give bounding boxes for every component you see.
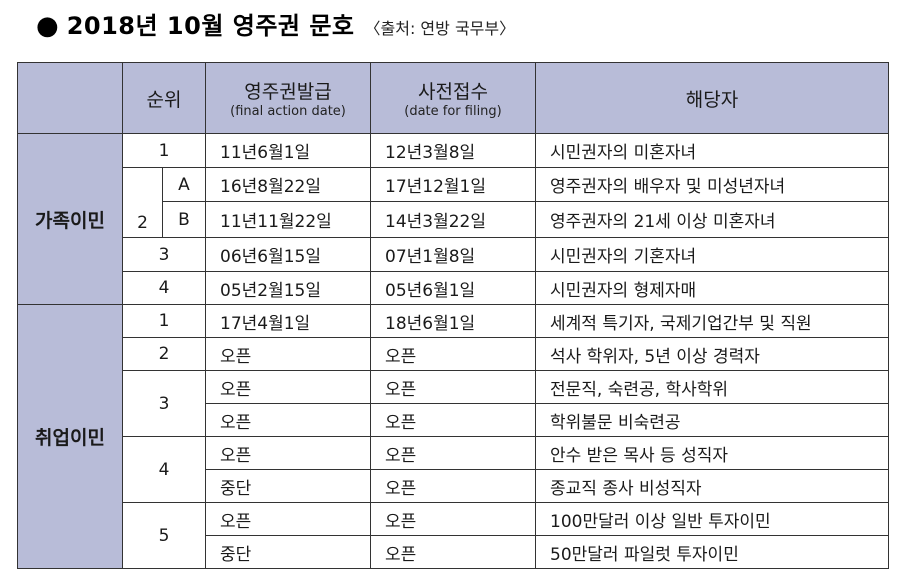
header-final-action: 영주권발급 (final action date) (205, 62, 371, 134)
final-date-cell: 오픈 (205, 337, 371, 371)
rank-cell: 1 (122, 304, 206, 338)
rank-cell: 3 (122, 370, 206, 437)
table-row: 3 06년6월15일 07년1월8일 시민권자의 기혼자녀 (18, 237, 889, 272)
final-date-cell: 16년8월22일 (205, 167, 371, 202)
table-row: 2 오픈 오픈 석사 학위자, 5년 이상 경력자 (18, 337, 889, 371)
final-date-cell: 05년2월15일 (205, 271, 371, 305)
visa-bulletin-table: 순위 영주권발급 (final action date) 사전접수 (date … (17, 62, 889, 569)
applicant-cell: 시민권자의 기혼자녀 (535, 237, 889, 272)
applicant-cell: 영주권자의 배우자 및 미성년자녀 (535, 167, 889, 202)
rank-cell: 4 (122, 436, 206, 503)
header-applicant: 해당자 (535, 62, 889, 134)
applicant-cell: 시민권자의 형제자매 (535, 271, 889, 305)
filing-date-cell: 05년6월1일 (370, 271, 536, 305)
applicant-cell: 안수 받은 목사 등 성직자 (535, 436, 889, 470)
applicant-cell: 전문직, 숙련공, 학사학위 (535, 370, 889, 404)
filing-date-cell: 오픈 (370, 436, 536, 470)
header-category (17, 62, 123, 134)
bullet-icon: ● (36, 11, 59, 41)
filing-date-cell: 오픈 (370, 535, 536, 569)
applicant-cell: 50만달러 파일럿 투자이민 (535, 535, 889, 569)
filing-date-cell: 18년6월1일 (370, 304, 536, 338)
final-date-cell: 오픈 (205, 502, 371, 536)
filing-date-cell: 17년12월1일 (370, 167, 536, 202)
table-row: 3 오픈 오픈 전문직, 숙련공, 학사학위 (18, 370, 889, 437)
rank-cell: 5 (122, 502, 206, 569)
rank-cell: 4 (122, 271, 206, 305)
filing-date-cell: 오픈 (370, 469, 536, 503)
page-title: ● 2018년 10월 영주권 문호 〈출처: 연방 국무부〉 (36, 6, 515, 46)
rank-cell: 1 (122, 133, 206, 168)
final-date-cell: 11년6월1일 (205, 133, 371, 168)
title-text: 2018년 10월 영주권 문호 (66, 12, 355, 40)
final-date-cell: 17년4월1일 (205, 304, 371, 338)
filing-date-cell: 오픈 (370, 337, 536, 371)
table-row: 오픈 오픈 학위불문 비숙련공 (18, 403, 889, 437)
table-row: 4 오픈 오픈 안수 받은 목사 등 성직자 (18, 436, 889, 503)
final-date-cell: 중단 (205, 535, 371, 569)
final-date-cell: 11년11월22일 (205, 201, 371, 238)
final-date-cell: 중단 (205, 469, 371, 503)
category-family: 가족이민 (17, 133, 123, 305)
table-row: 취업이민 1 17년4월1일 18년6월1일 세계적 특기자, 국제기업간부 및… (17, 304, 889, 569)
applicant-cell: 100만달러 이상 일반 투자이민 (535, 502, 889, 536)
final-date-cell: 06년6월15일 (205, 237, 371, 272)
rank-cell: 2 (122, 337, 206, 371)
final-date-cell: 오픈 (205, 436, 371, 470)
filing-date-cell: 오픈 (370, 403, 536, 437)
applicant-cell: 학위불문 비숙련공 (535, 403, 889, 437)
filing-date-cell: 오픈 (370, 502, 536, 536)
final-date-cell: 오픈 (205, 403, 371, 437)
applicant-cell: 석사 학위자, 5년 이상 경력자 (535, 337, 889, 371)
subrank-cell: B (162, 201, 206, 238)
applicant-cell: 시민권자의 미혼자녀 (535, 133, 889, 168)
table-row: 가족이민 1 11년6월1일 12년3월8일 시민권자의 미혼자녀 (17, 133, 889, 305)
applicant-cell: 세계적 특기자, 국제기업간부 및 직원 (535, 304, 889, 338)
table-row: 중단 오픈 종교직 종사 비성직자 (18, 469, 889, 503)
table-row: 중단 오픈 50만달러 파일럿 투자이민 (18, 535, 889, 569)
filing-date-cell: 12년3월8일 (370, 133, 536, 168)
table-header-row: 순위 영주권발급 (final action date) 사전접수 (date … (17, 62, 889, 134)
rank-cell: 3 (122, 237, 206, 272)
filing-date-cell: 오픈 (370, 370, 536, 404)
applicant-cell: 영주권자의 21세 이상 미혼자녀 (535, 201, 889, 238)
applicant-cell: 종교직 종사 비성직자 (535, 469, 889, 503)
table-row: 2 A 16년8월22일 17년12월1일 영주권자의 배우자 및 미성년자녀 (18, 167, 889, 238)
filing-date-cell: 14년3월22일 (370, 201, 536, 238)
filing-date-cell: 07년1월8일 (370, 237, 536, 272)
final-date-cell: 오픈 (205, 370, 371, 404)
category-employment: 취업이민 (17, 304, 123, 569)
header-rank: 순위 (122, 62, 206, 134)
source-note: 〈출처: 연방 국무부〉 (364, 19, 516, 38)
header-filing: 사전접수 (date for filing) (370, 62, 536, 134)
rank-group-cell: 2 (122, 167, 163, 238)
subrank-cell: A (162, 167, 206, 202)
table-row: 5 오픈 오픈 100만달러 이상 일반 투자이민 (18, 502, 889, 569)
table-row: 4 05년2월15일 05년6월1일 시민권자의 형제자매 (18, 271, 889, 305)
